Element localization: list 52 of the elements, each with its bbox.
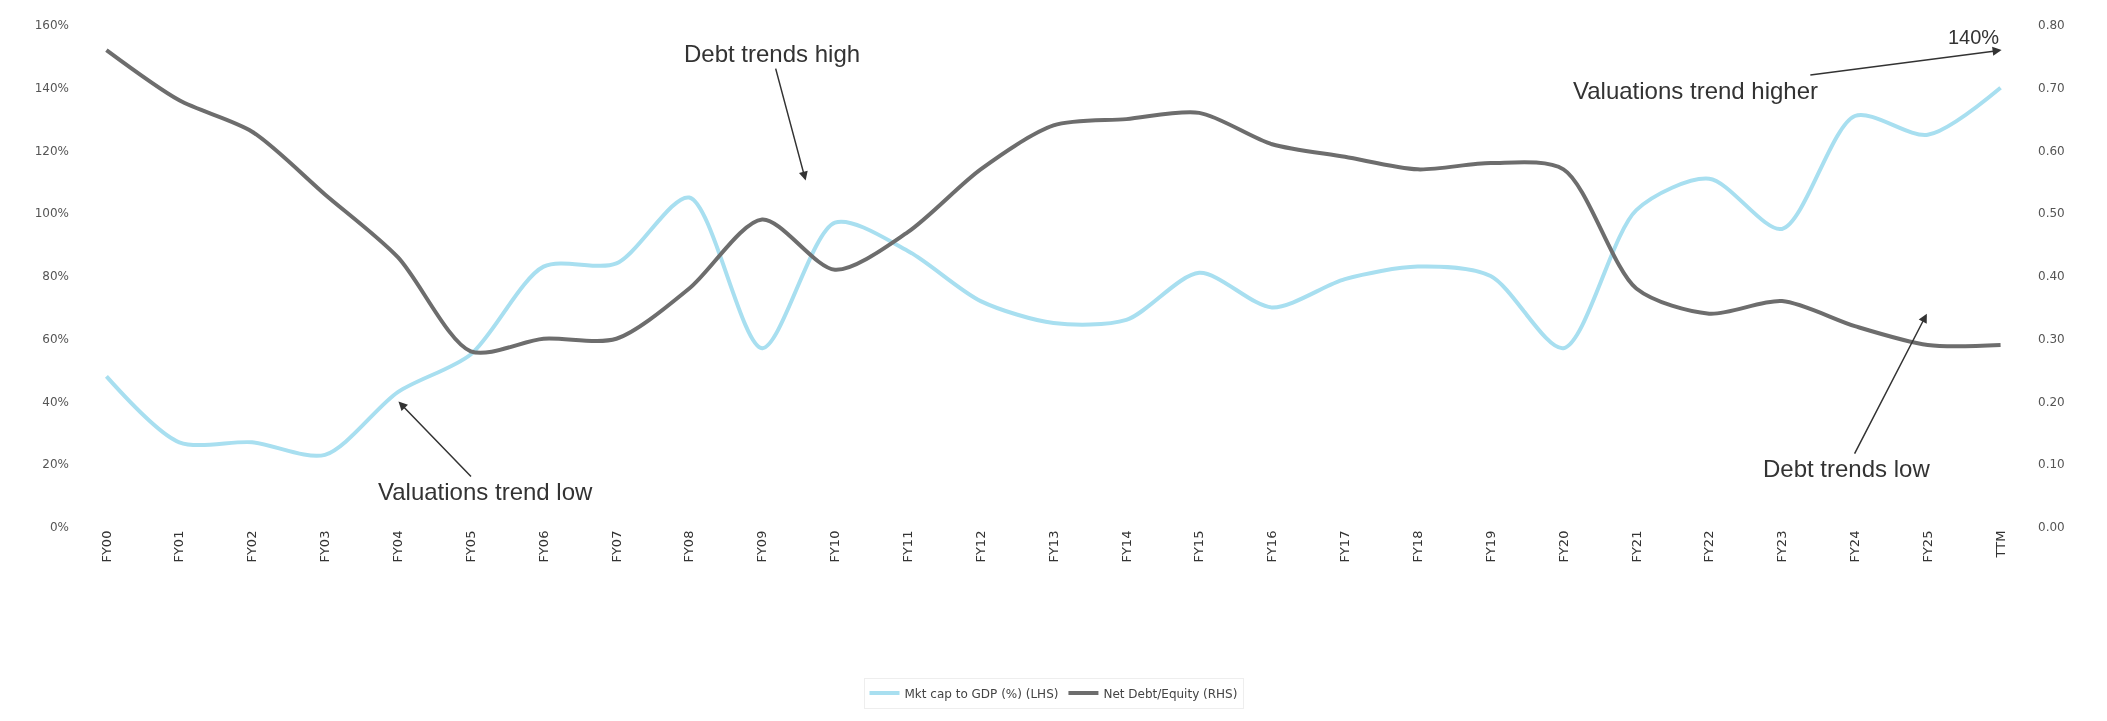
x-tick-label: FY06 bbox=[535, 530, 551, 563]
annotation: Debt trends high bbox=[684, 40, 861, 67]
x-tick-label: FY21 bbox=[1628, 530, 1644, 563]
y-tick-label: 0% bbox=[49, 520, 69, 535]
x-tick-label: FY00 bbox=[98, 530, 114, 563]
x-tick-label: FY12 bbox=[972, 530, 988, 563]
x-tick-label: FY11 bbox=[900, 530, 916, 563]
y2-tick-label: 0.80 bbox=[2038, 18, 2065, 33]
annotation: Valuations trend higher bbox=[1573, 77, 1819, 104]
x-tick-label: FY09 bbox=[754, 530, 770, 563]
x-tick-label: FY14 bbox=[1118, 530, 1134, 563]
x-tick-label: FY22 bbox=[1701, 530, 1717, 563]
y-tick-label: 40% bbox=[42, 394, 69, 409]
x-tick-label: FY04 bbox=[390, 530, 406, 563]
x-tick-label: FY19 bbox=[1482, 530, 1498, 563]
x-tick-label: FY18 bbox=[1409, 530, 1425, 563]
x-tick-label: FY24 bbox=[1847, 530, 1863, 563]
x-tick-label: FY23 bbox=[1774, 530, 1790, 563]
x-tick-label: FY08 bbox=[681, 530, 697, 563]
x-tick-label: FY15 bbox=[1191, 530, 1207, 563]
x-tick-label: FY03 bbox=[317, 530, 333, 563]
x-tick-label: FY07 bbox=[608, 530, 624, 563]
y-tick-label: 80% bbox=[42, 269, 69, 284]
y2-tick-label: 0.60 bbox=[2038, 143, 2065, 158]
legend-label: Mkt cap to GDP (%) (LHS) bbox=[904, 686, 1059, 701]
x-tick-label: FY17 bbox=[1337, 530, 1353, 563]
x-tick-label: FY10 bbox=[827, 530, 843, 563]
y2-tick-label: 0.00 bbox=[2038, 520, 2065, 535]
y2-tick-label: 0.20 bbox=[2038, 394, 2065, 409]
y-tick-label: 140% bbox=[34, 80, 69, 95]
y2-tick-label: 0.40 bbox=[2038, 269, 2065, 284]
legend-label: Net Debt/Equity (RHS) bbox=[1103, 686, 1238, 701]
annotation: 140% bbox=[1948, 26, 2000, 48]
annotation: Debt trends low bbox=[1763, 455, 1931, 482]
x-tick-label: FY02 bbox=[244, 530, 260, 563]
y-tick-label: 20% bbox=[42, 457, 69, 472]
x-tick-label: TTM bbox=[1992, 530, 2008, 559]
x-tick-label: FY05 bbox=[462, 530, 478, 563]
y2-tick-label: 0.10 bbox=[2038, 457, 2065, 472]
y2-tick-label: 0.50 bbox=[2038, 206, 2065, 221]
x-tick-label: FY25 bbox=[1919, 530, 1935, 563]
x-tick-label: FY16 bbox=[1264, 530, 1280, 563]
annotation: Valuations trend low bbox=[378, 478, 594, 505]
x-tick-label: FY01 bbox=[171, 530, 187, 563]
x-tick-label: FY13 bbox=[1045, 530, 1061, 563]
x-tick-label: FY20 bbox=[1555, 530, 1571, 563]
y-tick-label: 100% bbox=[34, 206, 69, 221]
y-tick-label: 160% bbox=[34, 18, 69, 33]
y-tick-label: 120% bbox=[34, 143, 69, 158]
y-tick-label: 60% bbox=[42, 331, 69, 346]
y2-tick-label: 0.30 bbox=[2038, 331, 2065, 346]
y2-tick-label: 0.70 bbox=[2038, 80, 2065, 95]
